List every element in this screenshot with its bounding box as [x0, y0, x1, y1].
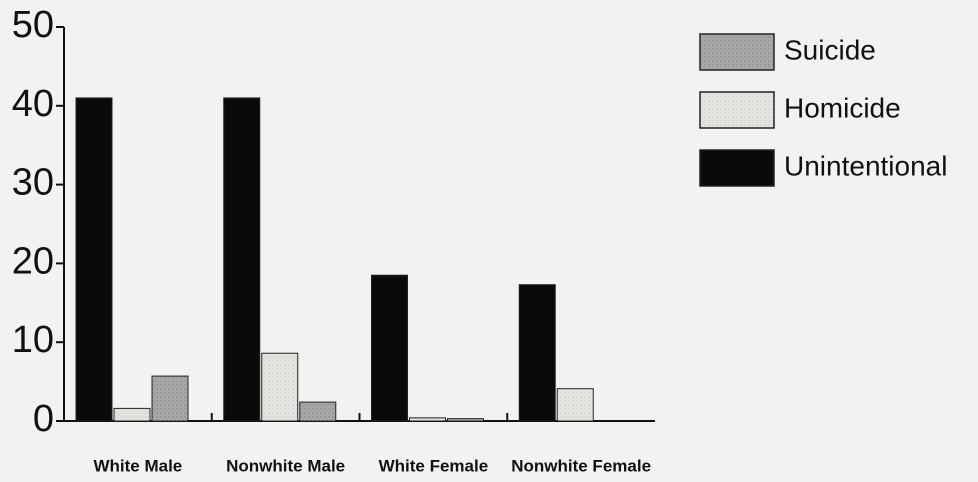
- bar-texture: [557, 388, 594, 421]
- y-tick-label: 40: [12, 83, 54, 125]
- bar: [371, 274, 408, 422]
- bar-texture: [261, 353, 298, 421]
- bar-texture: [299, 402, 336, 421]
- bar-texture: [152, 376, 188, 421]
- x-tick-label: Nonwhite Female: [511, 456, 651, 475]
- legend-texture: [700, 34, 774, 70]
- bar-texture: [409, 417, 446, 421]
- legend-label: Homicide: [784, 92, 901, 123]
- legend-swatch: [699, 149, 775, 187]
- x-tick-label: White Female: [379, 456, 489, 475]
- bar-texture: [114, 408, 150, 421]
- bar: [75, 97, 113, 422]
- x-tick-label: Nonwhite Male: [226, 456, 345, 475]
- bar: [223, 97, 261, 422]
- y-tick-label: 30: [12, 162, 54, 204]
- legend-texture: [700, 92, 774, 128]
- legend-label: Unintentional: [784, 150, 947, 181]
- bar-texture: [447, 418, 484, 421]
- y-tick-label: 50: [12, 4, 54, 46]
- bar: [518, 284, 556, 422]
- y-tick-label: 0: [33, 398, 54, 440]
- x-tick-label: White Male: [93, 456, 182, 475]
- y-tick-label: 10: [12, 319, 54, 361]
- legend-label: Suicide: [784, 34, 876, 65]
- y-tick-label: 20: [12, 240, 54, 282]
